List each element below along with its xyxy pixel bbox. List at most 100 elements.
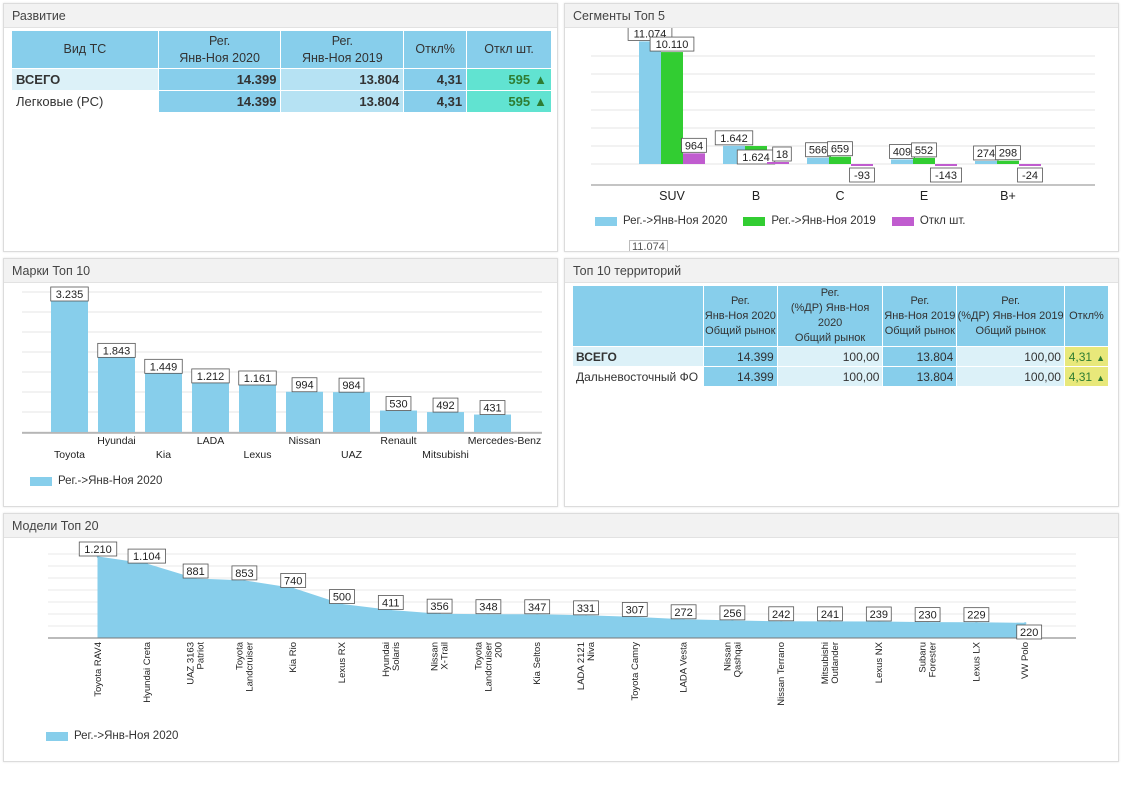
data-point [926,621,929,624]
legend-item[interactable]: Рег.->Янв-Ноя 2019 [743,215,876,227]
pct-value: 4,31 [403,90,468,113]
legend-item[interactable]: Рег.->Янв-Ноя 2020 [30,475,162,487]
row-name: ВСЕГО [572,346,704,367]
table-row[interactable]: Легковые (PC) 14.399 13.804 4,31 595 ▲ [11,90,552,113]
x-tick-label: Nissan [288,435,320,447]
x-tick-label: LADA 2121Niva [576,641,597,690]
data-label: 964 [685,140,703,152]
bar-SUV-1 [661,52,683,164]
bar-B-2 [767,162,789,164]
x-tick-line: Niva [586,641,597,661]
x-tick-label: LADA Vesta [679,641,690,692]
data-label-box [911,142,937,158]
x-tick-label: Kia [156,449,171,461]
data-label: 740 [284,575,302,587]
data-label-box [475,599,502,615]
data-label-box [719,605,746,621]
x-tick-line: Lexus LX [971,641,982,681]
x-tick-label: Renault [380,435,416,447]
x-tick-label: Hyundai [97,435,136,447]
x-tick-line: 200 [493,642,504,658]
data-label: 1.104 [133,551,161,563]
data-label: 994 [295,380,313,392]
value-2020: 14.399 [157,68,282,91]
x-tick-line: Toyota RAV4 [93,642,104,697]
data-label-box [929,167,962,183]
data-label: 230 [918,610,936,622]
value-2020: 14.399 [702,346,778,367]
bar-Lexus [239,384,276,432]
bar-C-2 [851,164,873,166]
col-header: Рег. Янв-Ноя 2020 [157,30,282,69]
brands-panel: Марки Топ 10 3.235 Toyota 1.843 Hyundai 1.44… [3,258,558,507]
data-label-box [681,137,707,153]
data-label-box [714,130,754,146]
data-label: 274 [977,148,995,160]
legend-item[interactable]: Откл шт. [891,215,966,227]
pct-value: 4,31 [1068,369,1093,384]
data-label-box [280,573,307,588]
x-tick-line: Landcruiser [244,642,255,692]
x-tick-line: Mitsubishi [820,642,831,684]
value-2019: 13.804 [280,90,405,113]
col-header: Откл% [1063,285,1110,347]
segments-panel: Сегменты Топ 5 11.074 10.110 964 SUV 1.642 1.… [564,3,1119,252]
data-point [1024,622,1027,625]
value-2019: 13.804 [882,366,958,387]
bar-SUV-2 [683,153,705,164]
data-label: 1.843 [103,345,131,357]
table-row[interactable]: ВСЕГО 14.399 100,00 13.804 100,00 4,31 ▲ [572,346,1110,367]
data-label: 347 [528,602,546,614]
arrow-up-icon: ▲ [534,94,547,109]
share-2019: 100,00 [956,366,1065,387]
bar-C-1 [829,156,851,164]
x-tick-line: X-Trail [440,642,451,670]
data-point [243,579,246,583]
data-label: 492 [436,400,454,412]
pct-cell: 4,31 ▲ [1063,346,1110,367]
data-label-box [649,36,695,52]
x-tick-label: B [752,189,760,203]
table-row[interactable]: Дальневосточный ФО 14.399 100,00 13.804 … [572,366,1110,387]
data-label: 659 [831,144,849,156]
x-tick-line: Nissan Terrano [776,642,787,706]
data-label: 241 [821,609,839,621]
development-panel: Развитие Вид ТС Рег. Янв-Ноя 2020 Рег. Янв… [3,3,558,252]
data-label-box [914,607,941,623]
value-2019: 13.804 [882,346,958,367]
data-label-box [127,548,166,564]
x-tick-label: SubaruForester [918,642,939,677]
value-2019: 13.804 [280,68,405,91]
models-legend: Рег.->Янв-Ноя 2020 [46,730,194,742]
x-tick-line: Subaru [918,642,929,673]
data-point [96,555,100,559]
bar-Mitsubishi [427,412,464,432]
x-tick-label: Mercedes-Benz [468,435,542,447]
data-label: 220 [1020,627,1038,639]
legend-item[interactable]: Рег.->Янв-Ноя 2020 [46,730,178,742]
col-header: Рег. Янв-Ноя 2019 [280,30,405,69]
brands-chart: 3.235 Toyota 1.843 Hyundai 1.449 Kia 1.212 LADA… [22,286,542,461]
data-point [682,618,685,621]
legend-item[interactable]: Рег.->Янв-Ноя 2020 [595,215,727,227]
table-row[interactable]: ВСЕГО 14.399 13.804 4,31 595 ▲ [11,68,552,91]
delta-value: 595 [508,72,531,87]
data-point [877,620,880,624]
x-tick-label: Toyota Camry [630,642,641,701]
data-label-box [621,602,648,617]
data-label: 229 [967,610,985,622]
data-label-box [1017,167,1043,183]
data-label-box [182,563,209,579]
data-label-box [426,598,453,614]
data-label-box [1016,624,1043,640]
x-tick-label: MitsubishiOutlander [820,642,841,684]
data-label-box [191,368,230,384]
bar-E-1 [913,157,935,164]
x-tick-line: Landcruiser [483,642,494,692]
data-label-box [291,377,318,393]
x-tick-line: Toyota [234,641,245,670]
data-label: 1.210 [84,544,112,556]
x-tick-line: VW Polo [1020,642,1031,679]
col-header: Откл% [403,30,468,69]
